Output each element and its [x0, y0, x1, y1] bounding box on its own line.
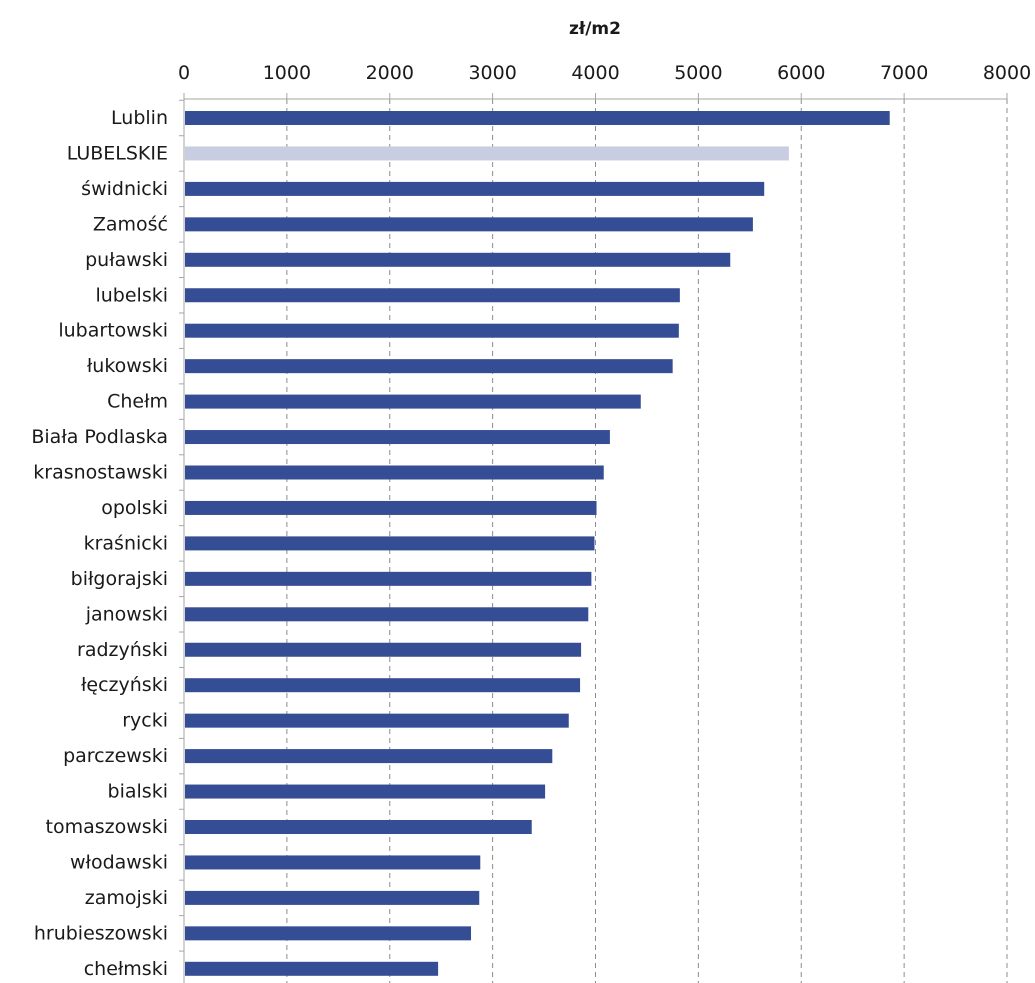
- category-label-12: kraśnicki: [84, 532, 168, 554]
- bar-2: [185, 181, 765, 196]
- category-label-16: łęczyński: [81, 674, 168, 696]
- axes: [179, 93, 1008, 983]
- bars: [185, 111, 890, 976]
- x-tick-label-0: 0: [178, 62, 190, 84]
- bar-3: [185, 217, 753, 232]
- bar-4: [185, 252, 731, 267]
- category-label-15: radzyński: [77, 639, 168, 661]
- bar-17: [185, 713, 569, 728]
- bar-5: [185, 288, 680, 303]
- category-label-23: hrubieszowski: [34, 922, 168, 944]
- bar-24: [185, 961, 439, 976]
- bar-15: [185, 642, 582, 657]
- bar-22: [185, 890, 480, 905]
- category-label-9: Biała Podlaska: [31, 426, 168, 448]
- x-tick-label-2000: 2000: [366, 62, 414, 84]
- category-label-21: włodawski: [70, 851, 168, 873]
- category-label-24: chełmski: [84, 958, 168, 980]
- x-tick-label-8000: 8000: [983, 62, 1031, 84]
- category-label-7: łukowski: [87, 355, 168, 377]
- bar-0: [185, 111, 890, 125]
- bar-13: [185, 571, 592, 586]
- category-label-14: janowski: [85, 603, 168, 625]
- bar-19: [185, 784, 546, 799]
- bar-10: [185, 465, 604, 480]
- bar-20: [185, 820, 532, 834]
- category-label-2: świdnicki: [81, 178, 168, 200]
- bar-14: [185, 607, 589, 622]
- bar-21: [185, 855, 481, 870]
- x-axis-tick-labels: 0 1000 2000 3000 4000 5000 6000 7000 8000: [178, 62, 1031, 84]
- category-label-11: opolski: [101, 497, 168, 519]
- bar-9: [185, 430, 610, 445]
- category-labels: Lublin LUBELSKIE świdnicki Zamość puławski lu…: [31, 107, 168, 980]
- bar-8: [185, 394, 641, 409]
- category-label-1: LUBELSKIE: [67, 142, 168, 164]
- bar-23: [185, 926, 472, 941]
- bar-16: [185, 678, 581, 693]
- category-label-17: rycki: [122, 710, 168, 732]
- bar-7: [185, 359, 673, 374]
- category-label-13: biłgorajski: [71, 568, 168, 590]
- x-tick-label-7000: 7000: [880, 62, 928, 84]
- category-label-18: parczewski: [63, 745, 168, 767]
- x-tick-label-6000: 6000: [777, 62, 825, 84]
- bar-12: [185, 536, 595, 551]
- x-tick-label-1000: 1000: [263, 62, 311, 84]
- x-tick-label-4000: 4000: [571, 62, 619, 84]
- category-label-0: Lublin: [111, 107, 168, 129]
- category-label-20: tomaszowski: [46, 816, 168, 838]
- bar-18: [185, 749, 553, 764]
- category-label-19: bialski: [108, 781, 168, 803]
- bar-1: [185, 146, 789, 161]
- category-label-5: lubelski: [95, 284, 168, 306]
- category-label-3: Zamość: [93, 213, 168, 235]
- category-label-22: zamojski: [85, 887, 168, 909]
- category-label-6: lubartowski: [58, 320, 168, 342]
- category-label-10: krasnostawski: [33, 462, 168, 484]
- x-axis-unit-label: zł/m2: [569, 19, 621, 39]
- bar-11: [185, 500, 597, 515]
- x-tick-label-5000: 5000: [674, 62, 722, 84]
- bar-6: [185, 323, 679, 338]
- category-label-8: Chełm: [107, 391, 168, 413]
- x-tick-label-3000: 3000: [468, 62, 516, 84]
- category-label-4: puławski: [85, 249, 168, 271]
